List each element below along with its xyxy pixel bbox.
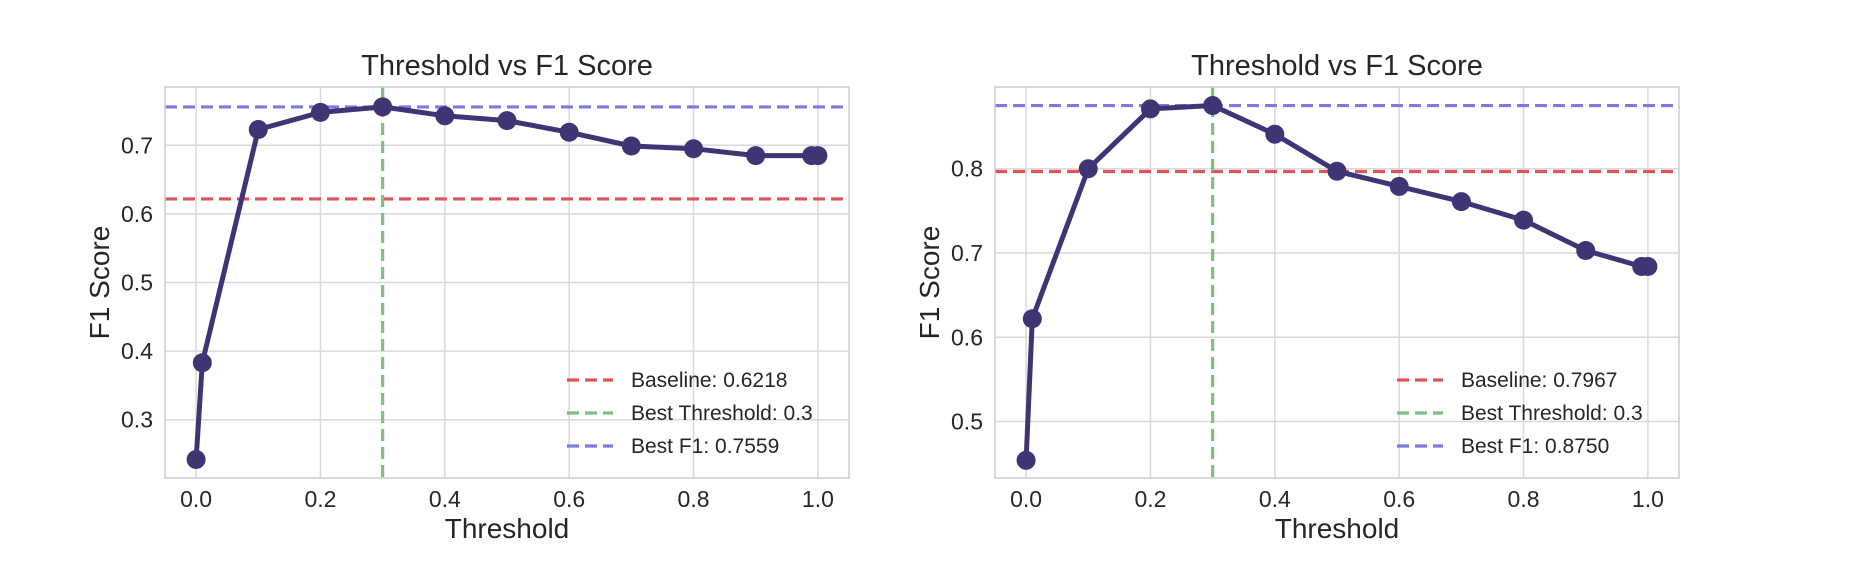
chart-title: Threshold vs F1 Score [361, 50, 653, 82]
data-point [1389, 176, 1409, 196]
y-tick-label: 0.6 [121, 201, 153, 227]
chart-panel-2: 0.0 0.2 0.4 0.6 0.8 1.0 0.5 0.6 0.7 0.8 Threshold … [914, 50, 1680, 544]
data-point [373, 97, 393, 117]
data-point [186, 449, 206, 469]
x-tick-label: 0.2 [1134, 486, 1166, 512]
y-tick-label: 0.8 [951, 156, 983, 182]
data-point [1576, 240, 1596, 260]
axes-frame [994, 86, 1680, 479]
data-point [192, 353, 212, 373]
x-tick-label: 1.0 [802, 486, 834, 512]
x-tick-label: 0.0 [180, 486, 212, 512]
data-point [1203, 96, 1223, 116]
x-axis-label: Threshold [1275, 513, 1400, 544]
y-axis-label: F1 Score [914, 226, 945, 340]
x-tick-label: 0.6 [553, 486, 585, 512]
x-tick-label: 0.4 [1259, 486, 1291, 512]
axes-frame [164, 86, 850, 479]
x-axis-label: Threshold [445, 513, 570, 544]
legend-label: Best Threshold: 0.3 [631, 402, 813, 425]
data-point [684, 139, 704, 159]
legend-label: Best F1: 0.8750 [1461, 435, 1609, 458]
data-point [1327, 161, 1347, 181]
data-point [621, 136, 641, 156]
data-point [1022, 309, 1042, 329]
data-point [1016, 450, 1036, 470]
x-tick-label: 1.0 [1632, 486, 1664, 512]
y-tick-label: 0.5 [951, 409, 983, 435]
data-point [1140, 99, 1160, 119]
y-axis-label: F1 Score [84, 226, 115, 340]
legend-label: Best Threshold: 0.3 [1461, 402, 1643, 425]
legend: Baseline: 0.7967 Best Threshold: 0.3 Best … [1397, 369, 1643, 458]
x-tick-label: 0.6 [1383, 486, 1415, 512]
x-tick-label: 0.4 [429, 486, 461, 512]
data-point [1514, 210, 1534, 230]
data-point [497, 111, 517, 131]
data-point [808, 146, 828, 166]
data-point [310, 102, 330, 122]
y-tick-label: 0.6 [951, 324, 983, 350]
chart-title: Threshold vs F1 Score [1191, 50, 1483, 82]
data-point [746, 146, 766, 166]
y-tick-label: 0.7 [951, 240, 983, 266]
data-point [1265, 124, 1285, 144]
data-point [1451, 192, 1471, 212]
y-tick-label: 0.5 [121, 270, 153, 296]
legend-label: Baseline: 0.7967 [1461, 369, 1617, 392]
x-tick-label: 0.8 [1508, 486, 1540, 512]
y-tick-label: 0.3 [121, 407, 153, 433]
legend: Baseline: 0.6218 Best Threshold: 0.3 Best … [567, 369, 813, 458]
chart-panel-1: 0.0 0.2 0.4 0.6 0.8 1.0 0.3 0.4 0.5 0.6 0.7 Thresho… [84, 50, 850, 544]
data-point [248, 120, 268, 140]
legend-label: Best F1: 0.7559 [631, 435, 779, 458]
y-tick-label: 0.4 [121, 338, 153, 364]
y-tick-label: 0.7 [121, 132, 153, 158]
legend-label: Baseline: 0.6218 [631, 369, 787, 392]
data-point [559, 122, 579, 142]
x-tick-label: 0.8 [678, 486, 710, 512]
data-point [435, 106, 455, 126]
x-tick-label: 0.2 [304, 486, 336, 512]
data-point [1078, 159, 1098, 179]
x-tick-label: 0.0 [1010, 486, 1042, 512]
data-point [1638, 256, 1658, 276]
